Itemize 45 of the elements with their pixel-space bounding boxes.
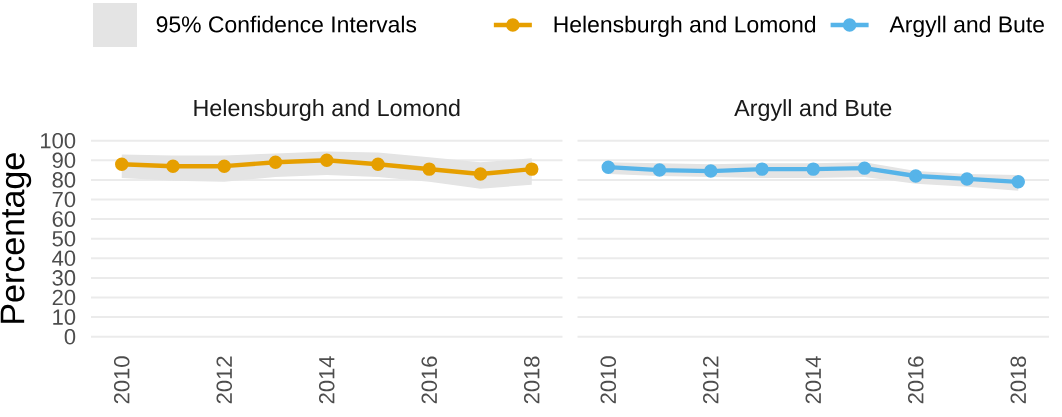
point [525,162,539,176]
chart-title: Argyll and Bute [734,99,892,121]
point [371,157,385,171]
y-tick-label: 90 [52,152,76,169]
x-tick-label: 2018 [1010,356,1027,404]
point [268,155,283,169]
x-tick-label: 2018 [523,356,540,404]
point [1011,175,1025,189]
point [320,153,334,168]
x-tick-label: 2014 [318,356,335,404]
point [115,157,129,171]
point [960,172,974,186]
chart-title: Helensburgh and Lomond [194,99,460,121]
y-axis-title: Percentage [0,153,32,323]
x-tick-label: 2016 [421,356,438,404]
y-tick-label: 100 [41,132,76,149]
x-tick-label: 2016 [907,356,924,404]
x-tick-label: 2010 [113,356,130,404]
point [806,162,820,176]
legend-label: Argyll and Bute [889,15,1044,38]
y-tick-label: 30 [52,270,76,286]
point [166,159,180,173]
point [652,163,667,177]
x-tick-label: 2014 [805,356,822,404]
point [601,160,615,174]
point [755,162,769,176]
y-tick-label: 80 [52,172,76,188]
x-tick-label: 2012 [702,356,719,404]
point [217,159,231,173]
y-tick-label: 70 [52,191,76,208]
y-tick-label: 60 [52,211,76,227]
y-tick-label: 10 [53,309,76,325]
point [422,162,436,176]
x-tick-label: 2012 [216,356,233,404]
y-tick-label: 0 [64,328,76,345]
text: 95% Confidence Intervals [156,15,417,33]
y-tick-label: 40 [52,250,76,267]
point [473,167,488,181]
y-tick-label: 20 [52,289,76,306]
point [909,169,923,183]
legend-label: Helensburgh and Lomond [554,15,816,38]
point [857,161,872,175]
x-tick-label: 2010 [600,356,617,404]
y-tick-label: 50 [52,230,76,247]
point [704,164,718,178]
